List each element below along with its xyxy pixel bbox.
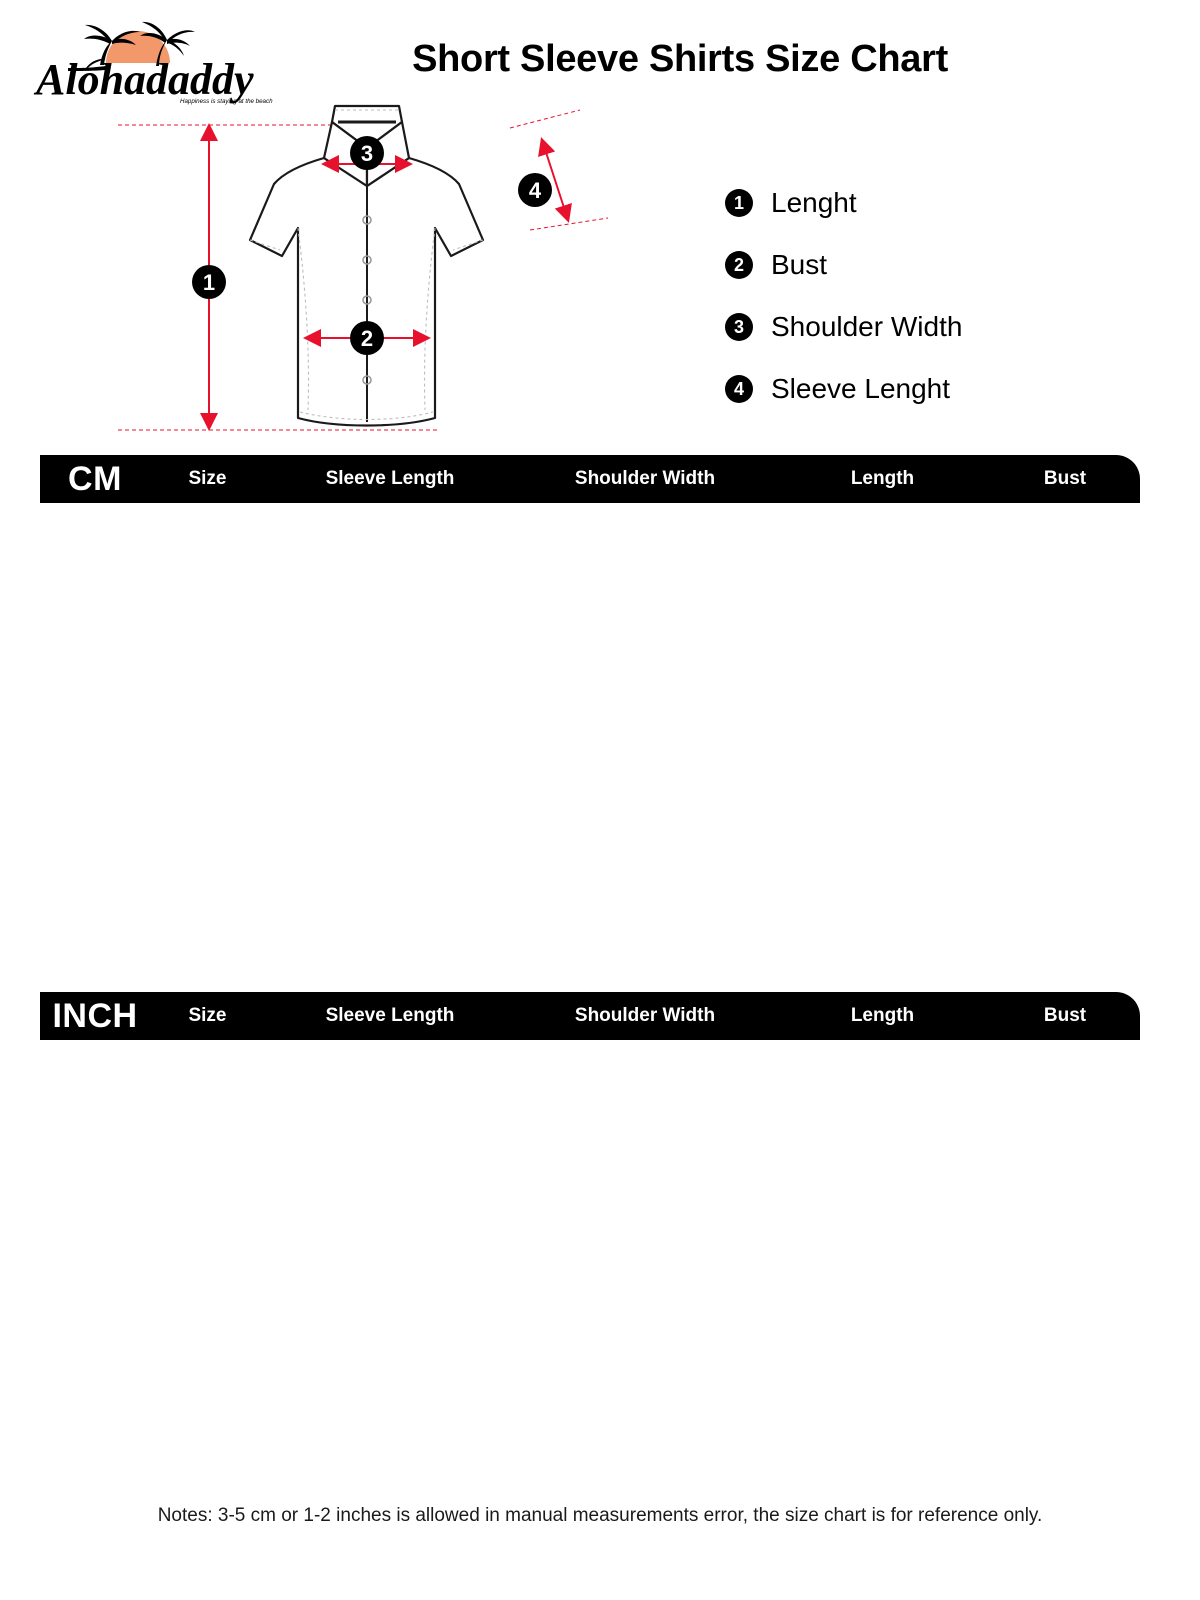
shirt-diagram-svg: 1 2 3 4 [118,104,609,431]
legend-item-sleeve-length: 4 Sleeve Lenght [725,358,1145,420]
marker-2-badge [350,321,384,355]
inch-header-shoulder-width: Shoulder Width [515,992,775,1040]
marker-4-label: 4 [529,178,542,203]
marker-3-label: 3 [361,141,373,166]
inch-header-sleeve-length: Sleeve Length [265,992,515,1040]
brand-tagline: Happiness is staying at the beach [180,98,273,105]
cm-header-shoulder-width: Shoulder Width [515,455,775,503]
cm-header-sleeve-length: Sleeve Length [265,455,515,503]
shore-line-icon [68,66,106,71]
marker-1-badge [192,265,226,299]
reference-guide-lines [118,109,609,431]
cm-size-table: Size Sleeve Length Shoulder Width Length… [40,455,1140,503]
measurement-legend: 1 Lenght 2 Bust 3 Shoulder Width 4 Sleev… [725,172,1145,420]
shirt-measurement-diagram: 1 2 3 4 [110,100,630,450]
cm-unit-column: CM [40,455,150,503]
marker-4-badge [518,173,552,207]
inch-table-head: Size Sleeve Length Shoulder Width Length… [40,992,1140,1040]
inch-unit-column: INCH [40,992,150,1040]
cm-header-size: Size [150,455,265,503]
marker-2-label: 2 [361,326,373,351]
inch-unit-label: INCH [52,996,138,1035]
inch-size-table-block: INCH Size Sleeve Length Shoulder Width L… [40,992,1140,1040]
legend-label-1: Lenght [771,187,857,218]
palm-tree-left-icon [84,24,140,69]
cm-unit-label: CM [68,459,122,498]
legend-item-shoulder-width: 3 Shoulder Width [725,296,1145,358]
brand-wordmark: Alohadaddy [33,55,254,104]
page-header: Alohadaddy Happiness is staying at the b… [0,0,1200,110]
measurement-notes: Notes: 3-5 cm or 1-2 inches is allowed i… [157,1505,1043,1526]
cm-header-length: Length [775,455,990,503]
inch-header-length: Length [775,992,990,1040]
sleeve-length-arrow [538,137,572,223]
marker-3-badge [350,136,384,170]
palm-tree-right-icon [140,21,195,66]
cm-header-row: Size Sleeve Length Shoulder Width Length… [40,455,1140,503]
legend-label-3: Shoulder Width [771,311,963,342]
legend-item-bust: 2 Bust [725,234,1145,296]
inch-header-bust: Bust [990,992,1140,1040]
alohadaddy-logo-svg: Alohadaddy Happiness is staying at the b… [33,21,273,105]
page-title: Short Sleeve Shirts Size Chart [412,38,948,80]
marker-1-label: 1 [203,270,215,295]
inch-size-table: Size Sleeve Length Shoulder Width Length… [40,992,1140,1040]
legend-badge-1: 1 [725,189,753,217]
legend-label-4: Sleeve Lenght [771,373,951,404]
brand-logo: Alohadaddy Happiness is staying at the b… [28,8,278,106]
cm-size-table-block: CM Size Sleeve Length Shoulder Width Len… [40,455,1140,503]
legend-badge-4: 4 [725,375,753,403]
inch-header-row: Size Sleeve Length Shoulder Width Length… [40,992,1140,1040]
cm-header-bust: Bust [990,455,1140,503]
inch-header-size: Size [150,992,265,1040]
stitch-details [249,109,484,421]
diagram-number-markers: 1 2 3 4 [192,136,552,355]
legend-badge-2: 2 [725,251,753,279]
legend-label-2: Bust [771,249,828,280]
legend-badge-3: 3 [725,313,753,341]
legend-item-length: 1 Lenght [725,172,1145,234]
cm-table-head: Size Sleeve Length Shoulder Width Length… [40,455,1140,503]
